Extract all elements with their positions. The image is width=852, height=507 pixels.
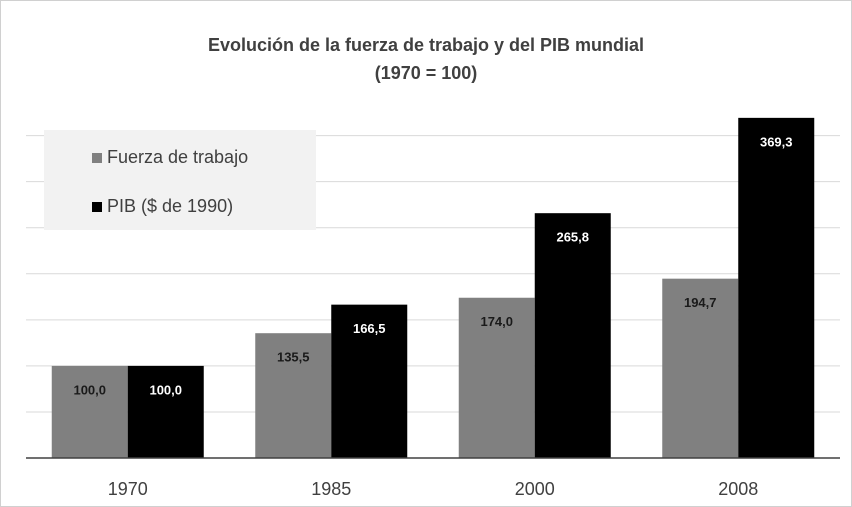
legend-box [44,130,316,230]
data-label: 194,7 [684,295,717,310]
bar [51,365,128,458]
x-tick-label: 1985 [311,479,351,499]
data-label: 135,5 [277,350,310,365]
bar [662,278,739,458]
bar [127,365,204,458]
x-tick-label: 2000 [515,479,555,499]
bar [458,297,535,458]
legend-swatch [92,202,102,212]
chart-subtitle: (1970 = 100) [375,63,478,83]
x-tick-label: 1970 [108,479,148,499]
legend-label: PIB ($ de 1990) [107,196,233,216]
legend-swatch [92,153,102,163]
legend-label: Fuerza de trabajo [107,147,248,167]
bar [331,304,408,458]
data-label: 100,0 [73,382,106,397]
bar [534,213,611,458]
x-tick-label: 2008 [718,479,758,499]
data-label: 369,3 [760,134,793,149]
bar [255,333,332,458]
data-label: 265,8 [556,230,589,245]
chart-title: Evolución de la fuerza de trabajo y del … [208,35,644,55]
data-label: 174,0 [480,314,513,329]
data-label: 166,5 [353,321,386,336]
data-label: 100,0 [149,382,182,397]
bar [738,117,815,459]
